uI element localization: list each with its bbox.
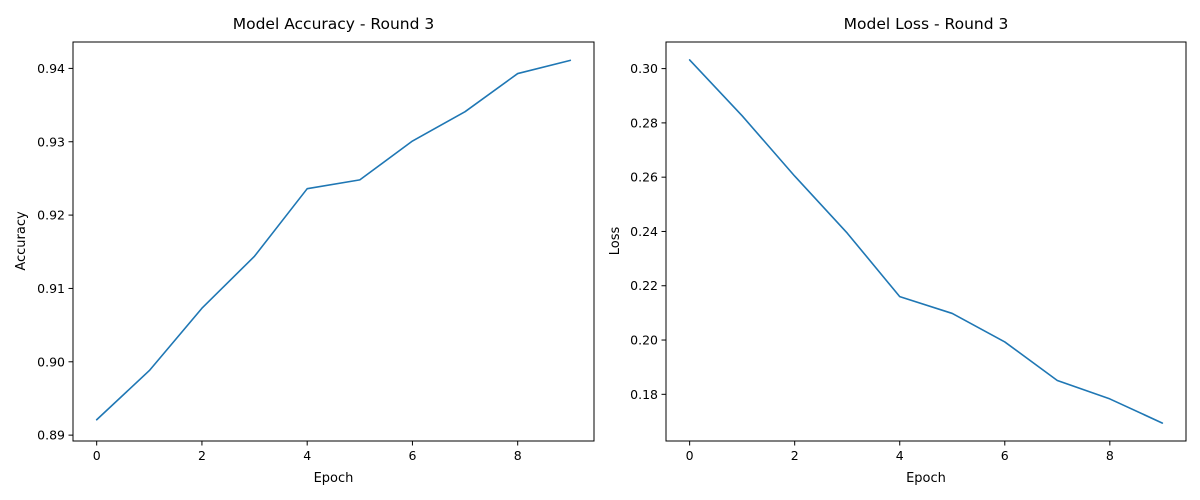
loss-chart: Model Loss - Round 3 Epoch Loss 0 2 4 6 8 0.1… [608,15,1187,486]
loss-xtick-label: 6 [1001,448,1009,463]
accuracy-series-line [95,59,572,421]
loss-xtick-label: 2 [791,448,799,463]
loss-ytick-label: 0.30 [630,61,658,76]
loss-chart-ylabel: Loss [608,227,623,256]
accuracy-xtick-label: 0 [93,448,101,463]
loss-series-line [688,59,1164,424]
loss-ytick-label: 0.18 [630,387,658,402]
loss-xtick-label: 8 [1106,448,1114,463]
loss-chart-ticks: 0 2 4 6 8 0.18 0.20 0.22 0.24 0.26 0.28 0.30 [630,61,1114,463]
accuracy-chart-ylabel: Accuracy [14,211,29,271]
accuracy-xtick-label: 6 [408,448,416,463]
accuracy-chart-frame [72,41,595,442]
loss-ytick-label: 0.22 [630,278,658,293]
accuracy-xtick-label: 4 [303,448,311,463]
accuracy-chart: Model Accuracy - Round 3 Epoch Accuracy … [14,15,595,486]
loss-ytick-label: 0.24 [630,224,658,239]
accuracy-ytick-label: 0.91 [37,281,65,296]
accuracy-ytick-label: 0.89 [37,428,65,443]
accuracy-chart-ticks: 0 2 4 6 8 0.89 0.90 0.91 0.92 0.93 0.94 [37,61,522,463]
loss-chart-title: Model Loss - Round 3 [844,15,1009,33]
accuracy-chart-xlabel: Epoch [314,471,354,486]
loss-chart-frame [665,41,1187,442]
accuracy-ytick-label: 0.94 [37,61,65,76]
loss-ytick-label: 0.28 [630,115,658,130]
accuracy-chart-title: Model Accuracy - Round 3 [233,15,435,33]
accuracy-xtick-label: 8 [514,448,522,463]
accuracy-ytick-label: 0.93 [37,134,65,149]
loss-xtick-label: 0 [686,448,694,463]
accuracy-ytick-label: 0.90 [37,354,65,369]
loss-chart-xlabel: Epoch [906,471,946,486]
accuracy-ytick-label: 0.92 [37,208,65,223]
loss-ytick-label: 0.20 [630,333,658,348]
loss-xtick-label: 4 [896,448,904,463]
loss-ytick-label: 0.26 [630,170,658,185]
accuracy-xtick-label: 2 [198,448,206,463]
